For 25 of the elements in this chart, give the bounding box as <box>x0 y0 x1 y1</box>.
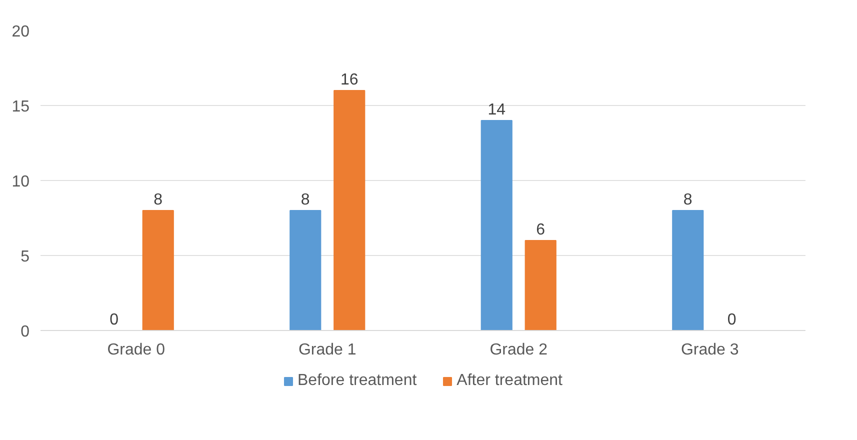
x-tick-label: Grade 3 <box>680 342 739 358</box>
bar <box>524 240 556 330</box>
y-tick-label: 20 <box>12 24 30 40</box>
x-tick-label: Grade 1 <box>298 342 356 358</box>
x-tick-label: Grade 0 <box>107 342 166 358</box>
legend-label: After treatment <box>456 372 562 390</box>
bar <box>290 210 322 330</box>
data-label: 8 <box>154 192 163 208</box>
bar <box>672 210 704 330</box>
data-label: 8 <box>300 192 310 208</box>
data-label: 0 <box>110 312 119 328</box>
bar <box>480 120 512 330</box>
bar <box>334 90 366 330</box>
data-label: 16 <box>340 72 358 88</box>
x-tick-label: Grade 2 <box>490 342 548 358</box>
legend-label: Before treatment <box>298 372 417 390</box>
y-tick-label: 15 <box>12 98 30 116</box>
y-tick-label: 0 <box>20 324 30 340</box>
bar <box>142 210 174 330</box>
data-label: 8 <box>683 192 692 208</box>
data-label: 6 <box>536 222 546 238</box>
data-label: 0 <box>727 312 736 328</box>
data-label: 14 <box>488 102 506 118</box>
y-tick-label: 10 <box>12 174 30 190</box>
y-tick-label: 5 <box>20 248 30 266</box>
